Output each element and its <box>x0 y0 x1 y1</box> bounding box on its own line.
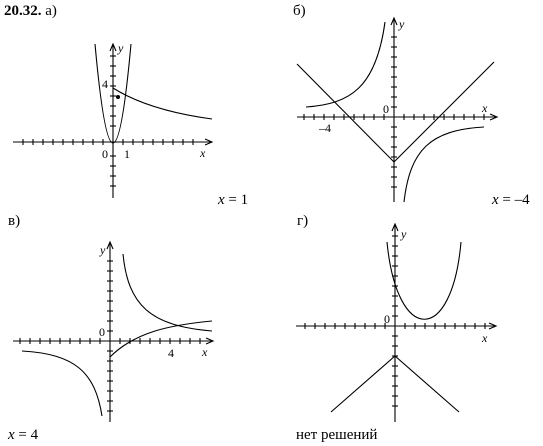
problem-number: 20.32. а) <box>4 4 57 19</box>
panel-a-y-arrow <box>109 42 117 52</box>
panel-a-answer-var: x <box>218 192 225 208</box>
panel-b-answer-var: x <box>492 192 499 208</box>
panel-a-tick-1: 1 <box>124 147 130 161</box>
panel-a-x-arrow <box>204 138 214 146</box>
panel-a-x-ticks <box>22 139 194 145</box>
panel-d-label: г) <box>297 213 309 229</box>
panel-d-tick-0: 0 <box>384 312 390 326</box>
panel-c-x-ticks <box>19 338 201 344</box>
panel-b-x-label: x <box>481 101 488 115</box>
panel-b-hyperbola-right <box>403 126 485 203</box>
panel-a-label: а) <box>45 3 57 19</box>
panel-d-x-arrow <box>488 322 498 330</box>
panel-c-answer-var: x <box>8 427 15 443</box>
panel-a-decreasing-curve <box>112 87 213 120</box>
panel-b-abs-v-line <box>296 61 495 163</box>
panel-c-log-curve <box>109 320 213 358</box>
panel-c-answer-value: = 4 <box>14 427 39 443</box>
panel-c-y-arrow <box>106 240 114 250</box>
panel-d-x-label: x <box>481 331 488 345</box>
panel-a-y-label: y <box>117 41 124 55</box>
panel-c-x-label: x <box>201 345 208 359</box>
problem-number-text: 20.32. <box>4 3 42 19</box>
panel-a-tick-4: 4 <box>102 77 108 91</box>
panel-c-tick-0: 0 <box>99 325 105 339</box>
panel-d-answer: нет решений <box>296 427 378 443</box>
panel-b-x-arrow <box>489 113 499 121</box>
panel-c-tick-4: 4 <box>168 346 174 360</box>
panel-d-y-label: y <box>400 227 407 241</box>
panel-a-answer-value: = 1 <box>224 192 249 208</box>
panel-b-tick-minus4: –4 <box>318 121 331 135</box>
panel-c-x-arrow <box>205 337 215 345</box>
panel-d-y-arrow <box>391 222 399 232</box>
panel-c-y-label: y <box>99 243 106 257</box>
panel-c-hyperbola-lower <box>21 350 103 417</box>
panel-a-answer: x = 1 <box>218 193 248 208</box>
panel-a-tick-0: 0 <box>102 147 108 161</box>
panel-a-x-label: x <box>199 146 206 160</box>
panel-d-x-ticks <box>304 323 486 329</box>
panel-b-answer: x = –4 <box>492 193 530 208</box>
panel-c-hyperbola-upper <box>122 253 213 332</box>
panel-a-y-ticks <box>110 55 116 187</box>
panel-d-parabola <box>386 241 462 320</box>
panel-b-y-ticks <box>391 36 397 188</box>
panel-b-tick-0: 0 <box>383 102 389 116</box>
panel-a-parabola <box>94 43 132 144</box>
panel-b-y-arrow <box>390 16 398 26</box>
panel-b-answer-value: = –4 <box>498 192 530 208</box>
panel-b-label: б) <box>293 3 306 19</box>
panel-a-intersection-point <box>116 95 120 99</box>
panel-c-y-ticks <box>107 260 113 412</box>
panel-b-y-label: y <box>398 17 405 31</box>
panel-d-abs-inverted-v <box>330 355 460 413</box>
panel-b-x-ticks <box>303 114 485 120</box>
panel-c-answer: x = 4 <box>8 428 38 443</box>
panel-c-label: в) <box>8 213 21 229</box>
panel-b-hyperbola-left <box>305 21 386 108</box>
